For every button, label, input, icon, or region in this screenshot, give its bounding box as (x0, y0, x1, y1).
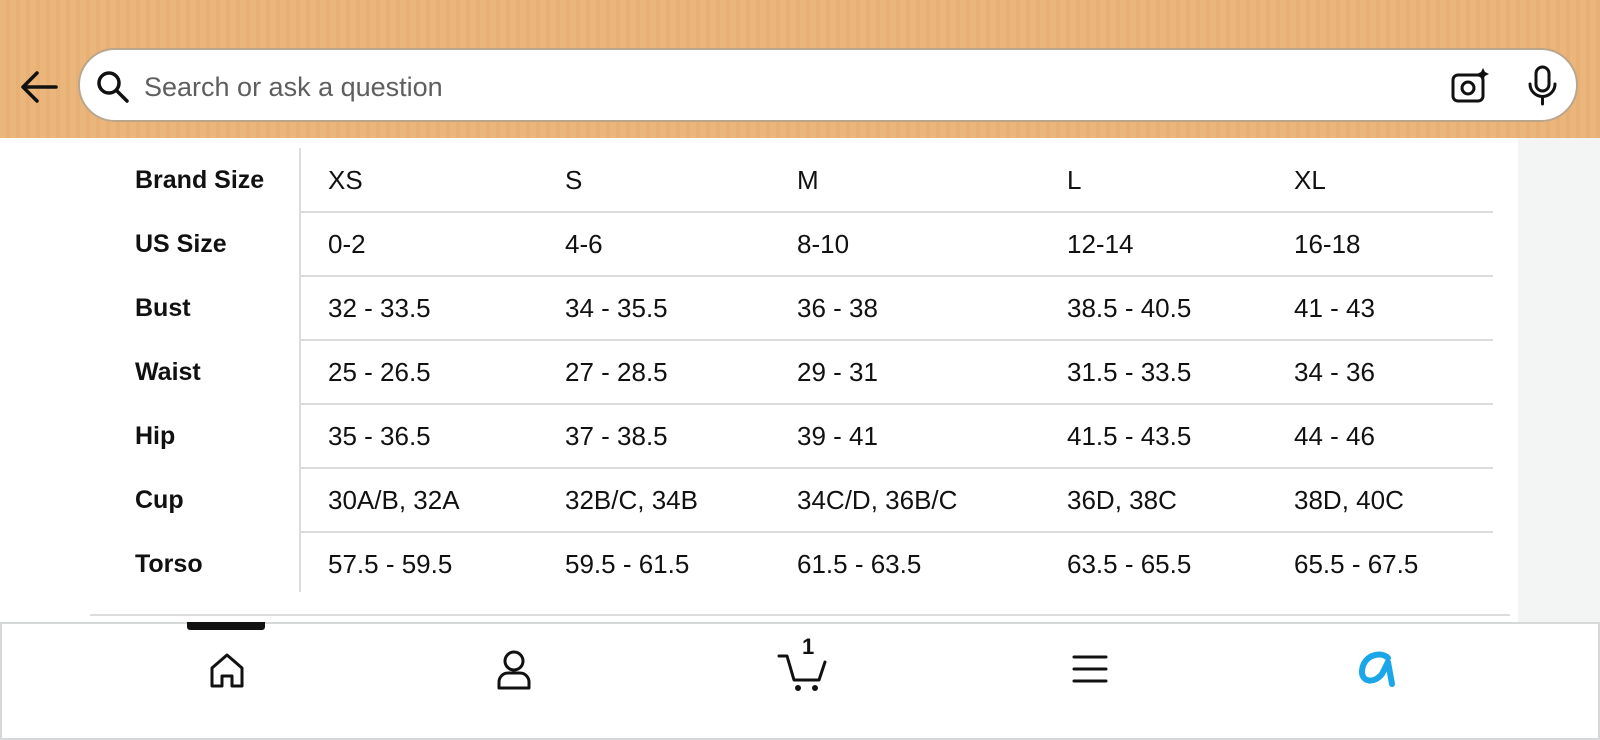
table-cell: 12-14 (1067, 229, 1134, 259)
row-label: Bust (135, 294, 191, 322)
table-cell: 41 - 43 (1294, 293, 1375, 323)
table-cell: 25 - 26.5 (328, 357, 431, 387)
cart-tab[interactable] (777, 648, 831, 696)
table-cell: 30A/B, 32A (328, 485, 460, 515)
table-cell: 8-10 (797, 229, 850, 259)
table-cell: XL (1294, 165, 1326, 195)
row-label: US Size (135, 230, 227, 258)
search-bar[interactable]: Search or ask a question (78, 48, 1578, 122)
table-cell: 4-6 (565, 229, 603, 259)
table-cell: 38D, 40C (1294, 485, 1404, 515)
row-divider (301, 531, 1493, 533)
menu-tab[interactable] (1070, 652, 1110, 686)
table-cell: 44 - 46 (1294, 421, 1375, 451)
back-button[interactable] (20, 70, 58, 104)
table-cell: 36 - 38 (797, 293, 878, 323)
search-placeholder: Search or ask a question (144, 72, 443, 102)
camera-button[interactable] (1450, 66, 1490, 106)
table-cell: 37 - 38.5 (565, 421, 668, 451)
table-cell: 63.5 - 65.5 (1067, 549, 1192, 579)
row-label: Cup (135, 486, 184, 514)
table-cell: 65.5 - 67.5 (1294, 549, 1419, 579)
table-cell: 34 - 36 (1294, 357, 1375, 387)
header: Search or ask a question (0, 0, 1600, 138)
table-cell: 34 - 35.5 (565, 293, 668, 323)
table-cell: 36D, 38C (1067, 485, 1177, 515)
table-cell: 0-2 (328, 229, 366, 259)
table-cell: L (1067, 165, 1082, 195)
active-indicator (187, 622, 265, 630)
row-label: Hip (135, 422, 176, 450)
table-cell: 27 - 28.5 (565, 357, 668, 387)
table-cell: 38.5 - 40.5 (1067, 293, 1192, 323)
account-tab[interactable] (494, 648, 534, 692)
row-divider (301, 403, 1493, 405)
table-cell: XS (328, 165, 363, 195)
table-cell: 59.5 - 61.5 (565, 549, 690, 579)
cart-count: 1 (802, 634, 815, 659)
row-label: Brand Size (135, 166, 265, 194)
table-cell: M (797, 165, 819, 195)
table-cell: 31.5 - 33.5 (1067, 357, 1192, 387)
table-bottom-line (90, 614, 1510, 616)
row-label: Waist (135, 358, 201, 386)
column-divider (299, 148, 301, 592)
assistant-tab[interactable] (1354, 646, 1404, 692)
row-label: Torso (135, 550, 203, 578)
side-strip (1518, 138, 1600, 622)
row-divider (301, 467, 1493, 469)
table-cell: 41.5 - 43.5 (1067, 421, 1192, 451)
table-cell: 32 - 33.5 (328, 293, 431, 323)
table-cell: 29 - 31 (797, 357, 878, 387)
row-divider (301, 339, 1493, 341)
table-cell: 39 - 41 (797, 421, 878, 451)
search-icon (97, 71, 129, 103)
home-tab[interactable] (207, 650, 247, 690)
bottom-nav: 1 (0, 622, 1600, 740)
row-divider (301, 211, 1493, 213)
table-cell: 35 - 36.5 (328, 421, 431, 451)
table-cell: 32B/C, 34B (565, 485, 698, 515)
row-divider (301, 275, 1493, 277)
table-cell: S (565, 165, 583, 195)
table-cell: 57.5 - 59.5 (328, 549, 453, 579)
table-cell: 16-18 (1294, 229, 1361, 259)
table-cell: 34C/D, 36B/C (797, 485, 958, 515)
mic-button[interactable] (1526, 64, 1560, 108)
table-cell: 61.5 - 63.5 (797, 549, 922, 579)
